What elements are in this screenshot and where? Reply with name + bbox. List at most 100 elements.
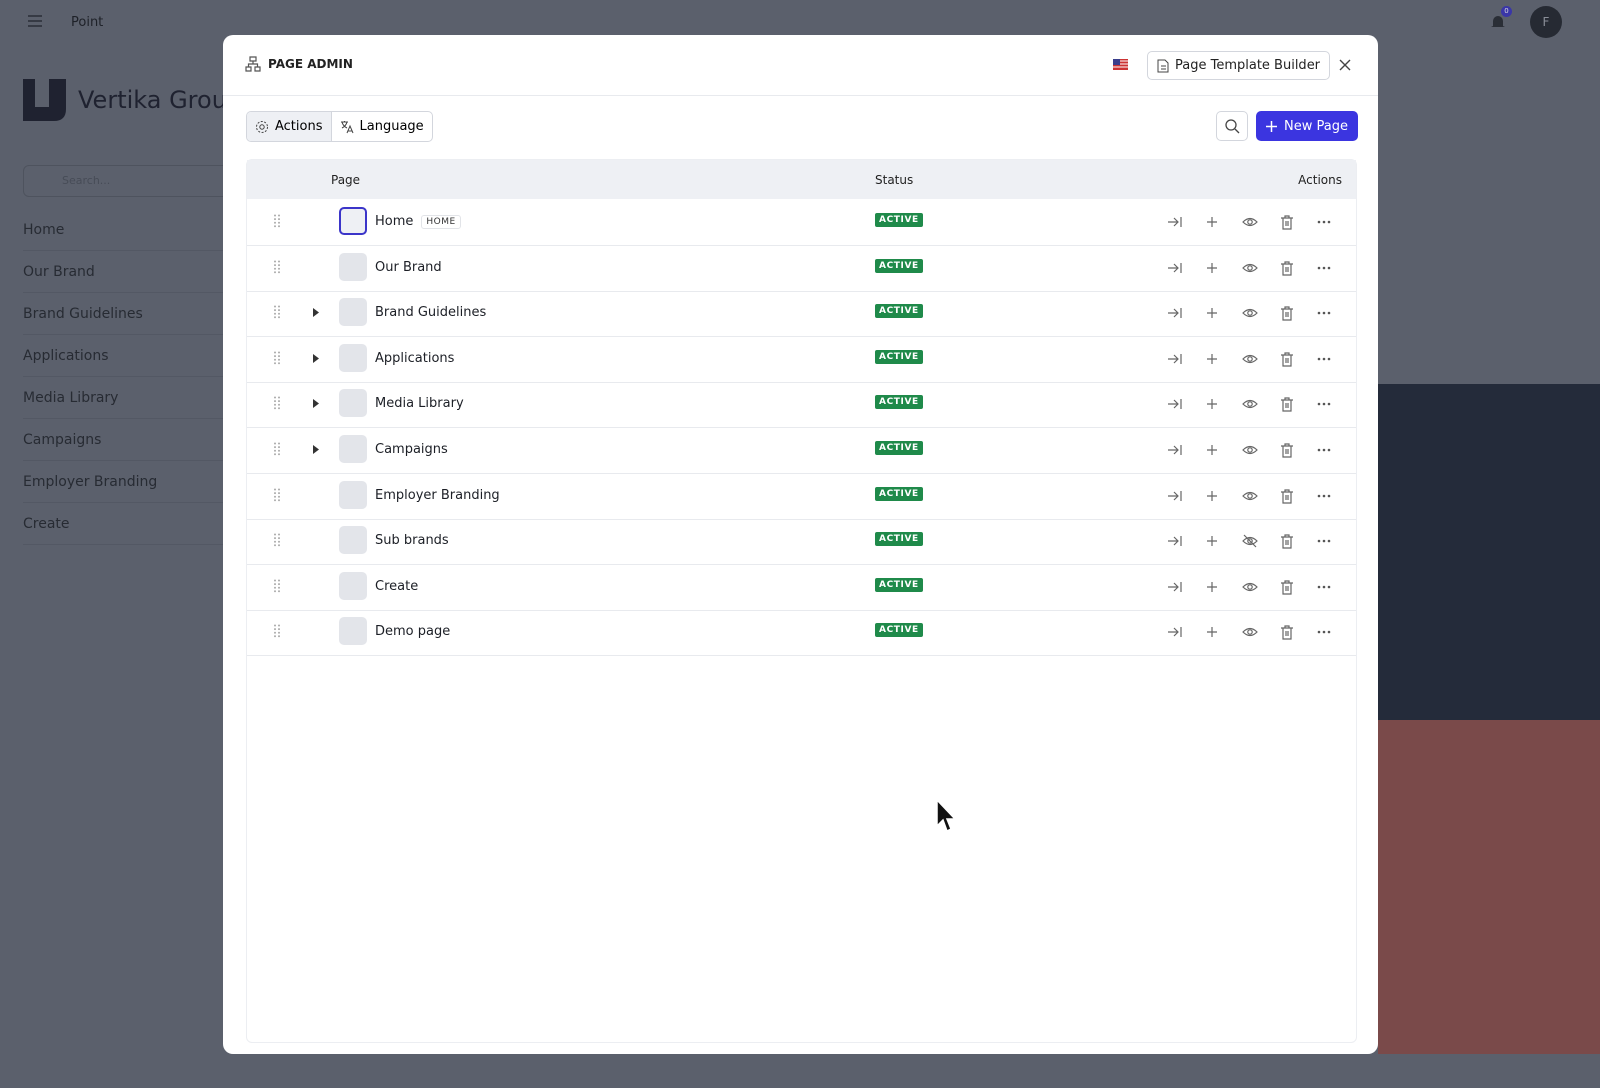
- visible-icon[interactable]: [1242, 351, 1258, 367]
- expand-toggle[interactable]: [313, 353, 319, 363]
- visible-icon[interactable]: [1242, 396, 1258, 412]
- table-row[interactable]: Our Brand ACTIVE: [247, 245, 1356, 292]
- table-row[interactable]: Applications ACTIVE: [247, 336, 1356, 383]
- delete-icon[interactable]: [1279, 260, 1295, 276]
- drag-handle[interactable]: [273, 488, 281, 502]
- actions-button[interactable]: Actions: [247, 112, 332, 141]
- page-thumbnail[interactable]: [339, 343, 367, 372]
- drag-handle[interactable]: [273, 624, 281, 638]
- more-icon[interactable]: [1316, 305, 1332, 321]
- add-icon[interactable]: [1204, 305, 1220, 321]
- visible-icon[interactable]: [1242, 488, 1258, 504]
- add-icon[interactable]: [1204, 533, 1220, 549]
- page-thumbnail[interactable]: [339, 526, 367, 555]
- page-thumbnail[interactable]: [339, 298, 367, 327]
- drag-handle[interactable]: [273, 533, 281, 547]
- move-icon[interactable]: [1167, 488, 1183, 504]
- nav-item[interactable]: Home: [23, 222, 65, 238]
- page-thumbnail[interactable]: [339, 207, 367, 235]
- visible-icon[interactable]: [1242, 442, 1258, 458]
- more-icon[interactable]: [1316, 579, 1332, 595]
- add-icon[interactable]: [1204, 488, 1220, 504]
- more-icon[interactable]: [1316, 488, 1332, 504]
- page-thumbnail[interactable]: [339, 435, 367, 463]
- add-icon[interactable]: [1204, 579, 1220, 595]
- page-thumbnail[interactable]: [339, 571, 367, 600]
- page-thumbnail[interactable]: [339, 480, 367, 509]
- delete-icon[interactable]: [1279, 305, 1295, 321]
- language-button[interactable]: Language: [332, 112, 432, 141]
- table-row[interactable]: Employer Branding ACTIVE: [247, 473, 1356, 520]
- search-box[interactable]: Search...: [23, 165, 253, 197]
- move-icon[interactable]: [1167, 260, 1183, 276]
- menu-icon[interactable]: [28, 15, 42, 27]
- more-icon[interactable]: [1316, 624, 1332, 640]
- table-row[interactable]: Demo page ACTIVE: [247, 609, 1356, 657]
- more-icon[interactable]: [1316, 214, 1332, 230]
- more-icon[interactable]: [1316, 351, 1332, 367]
- nav-item[interactable]: Brand Guidelines: [23, 306, 143, 322]
- visible-icon[interactable]: [1242, 305, 1258, 321]
- page-thumbnail[interactable]: [339, 389, 367, 418]
- drag-handle[interactable]: [273, 579, 281, 593]
- move-icon[interactable]: [1167, 579, 1183, 595]
- delete-icon[interactable]: [1279, 396, 1295, 412]
- hidden-icon[interactable]: [1242, 533, 1258, 549]
- nav-item[interactable]: Campaigns: [23, 432, 102, 448]
- visible-icon[interactable]: [1242, 624, 1258, 640]
- table-row[interactable]: Create ACTIVE: [247, 564, 1356, 611]
- table-row[interactable]: Campaigns ACTIVE: [247, 427, 1356, 474]
- drag-handle[interactable]: [273, 305, 281, 319]
- page-thumbnail[interactable]: [339, 252, 367, 281]
- visible-icon[interactable]: [1242, 214, 1258, 230]
- page-thumbnail[interactable]: [339, 617, 367, 646]
- delete-icon[interactable]: [1279, 442, 1295, 458]
- new-page-button[interactable]: New Page: [1256, 111, 1358, 141]
- delete-icon[interactable]: [1279, 624, 1295, 640]
- drag-handle[interactable]: [273, 214, 281, 228]
- search-button[interactable]: [1216, 111, 1248, 141]
- table-row[interactable]: Home HOME ACTIVE: [247, 199, 1356, 246]
- more-icon[interactable]: [1316, 396, 1332, 412]
- delete-icon[interactable]: [1279, 533, 1295, 549]
- table-row[interactable]: Brand Guidelines ACTIVE: [247, 290, 1356, 338]
- visible-icon[interactable]: [1242, 579, 1258, 595]
- add-icon[interactable]: [1204, 260, 1220, 276]
- add-icon[interactable]: [1204, 396, 1220, 412]
- delete-icon[interactable]: [1279, 214, 1295, 230]
- move-icon[interactable]: [1167, 214, 1183, 230]
- nav-item[interactable]: Create: [23, 516, 70, 532]
- more-icon[interactable]: [1316, 533, 1332, 549]
- table-row[interactable]: Media Library ACTIVE: [247, 381, 1356, 429]
- move-icon[interactable]: [1167, 351, 1183, 367]
- bell-icon[interactable]: [1491, 14, 1505, 30]
- delete-icon[interactable]: [1279, 579, 1295, 595]
- expand-toggle[interactable]: [313, 445, 319, 454]
- move-icon[interactable]: [1167, 442, 1183, 458]
- avatar[interactable]: F: [1530, 6, 1562, 38]
- flag-icon[interactable]: [1113, 59, 1128, 70]
- delete-icon[interactable]: [1279, 351, 1295, 367]
- expand-toggle[interactable]: [313, 308, 319, 318]
- add-icon[interactable]: [1204, 624, 1220, 640]
- nav-item[interactable]: Media Library: [23, 390, 119, 406]
- more-icon[interactable]: [1316, 260, 1332, 276]
- add-icon[interactable]: [1204, 351, 1220, 367]
- move-icon[interactable]: [1167, 624, 1183, 640]
- add-icon[interactable]: [1204, 214, 1220, 230]
- close-icon[interactable]: [1339, 59, 1351, 71]
- nav-item[interactable]: Applications: [23, 348, 109, 364]
- drag-handle[interactable]: [273, 396, 281, 410]
- template-builder-button[interactable]: Page Template Builder: [1147, 51, 1331, 80]
- move-icon[interactable]: [1167, 396, 1183, 412]
- table-row[interactable]: Sub brands ACTIVE: [247, 518, 1356, 566]
- nav-item[interactable]: Our Brand: [23, 264, 95, 280]
- drag-handle[interactable]: [273, 351, 281, 365]
- move-icon[interactable]: [1167, 305, 1183, 321]
- add-icon[interactable]: [1204, 442, 1220, 458]
- visible-icon[interactable]: [1242, 260, 1258, 276]
- drag-handle[interactable]: [273, 260, 281, 274]
- nav-item[interactable]: Employer Branding: [23, 474, 158, 490]
- expand-toggle[interactable]: [313, 399, 319, 409]
- move-icon[interactable]: [1167, 533, 1183, 549]
